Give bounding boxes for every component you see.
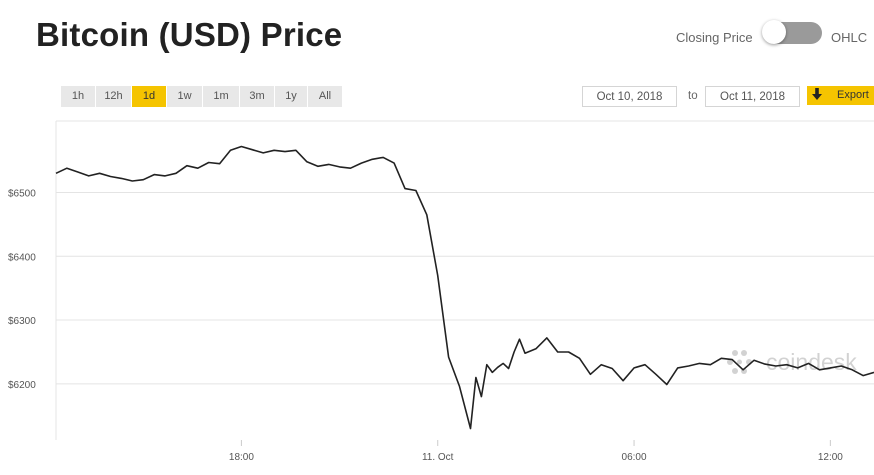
range-3m-button[interactable]: 3m [240, 86, 274, 107]
coindesk-watermark: coindesk [727, 349, 857, 375]
range-1y-button[interactable]: 1y [275, 86, 307, 107]
price-mode-toggle-group: Closing Price OHLC [654, 20, 874, 52]
x-tick-label: 06:00 [622, 452, 647, 463]
y-tick-label: $6500 [8, 188, 36, 199]
time-range-selector: 1h 12h 1d 1w 1m 3m 1y All [61, 86, 342, 107]
x-tick-label: 12:00 [818, 452, 843, 463]
watermark-text: coindesk [766, 349, 857, 375]
ohlc-label[interactable]: OHLC [831, 30, 868, 45]
range-1d-button[interactable]: 1d [132, 86, 166, 107]
range-12h-button[interactable]: 12h [96, 86, 131, 107]
range-1m-button[interactable]: 1m [203, 86, 239, 107]
y-tick-label: $6400 [8, 252, 36, 263]
from-date-input[interactable] [582, 86, 677, 107]
y-tick-label: $6300 [8, 316, 36, 327]
download-arrow-icon [812, 88, 822, 104]
export-button[interactable]: Export [807, 86, 874, 105]
export-label: Export [837, 89, 869, 101]
toggle-knob [762, 20, 786, 44]
x-tick-label: 11. Oct [422, 452, 454, 463]
coindesk-logo-icon [727, 350, 752, 374]
page-title: Bitcoin (USD) Price [36, 16, 343, 53]
price-mode-toggle[interactable] [762, 20, 822, 44]
grid-lines [56, 191, 874, 385]
x-tick-label: 18:00 [229, 452, 254, 463]
range-all-button[interactable]: All [308, 86, 342, 107]
price-series-line [55, 145, 874, 430]
y-tick-label: $6200 [8, 380, 36, 391]
date-to-label: to [688, 90, 698, 102]
y-axis: $6200 $6300 $6400 $6500 [8, 188, 36, 390]
closing-price-label[interactable]: Closing Price [676, 30, 753, 45]
x-axis: 18:00 11. Oct 06:00 12:00 [229, 440, 843, 463]
range-1w-button[interactable]: 1w [167, 86, 202, 107]
range-1h-button[interactable]: 1h [61, 86, 95, 107]
to-date-input[interactable] [705, 86, 800, 107]
